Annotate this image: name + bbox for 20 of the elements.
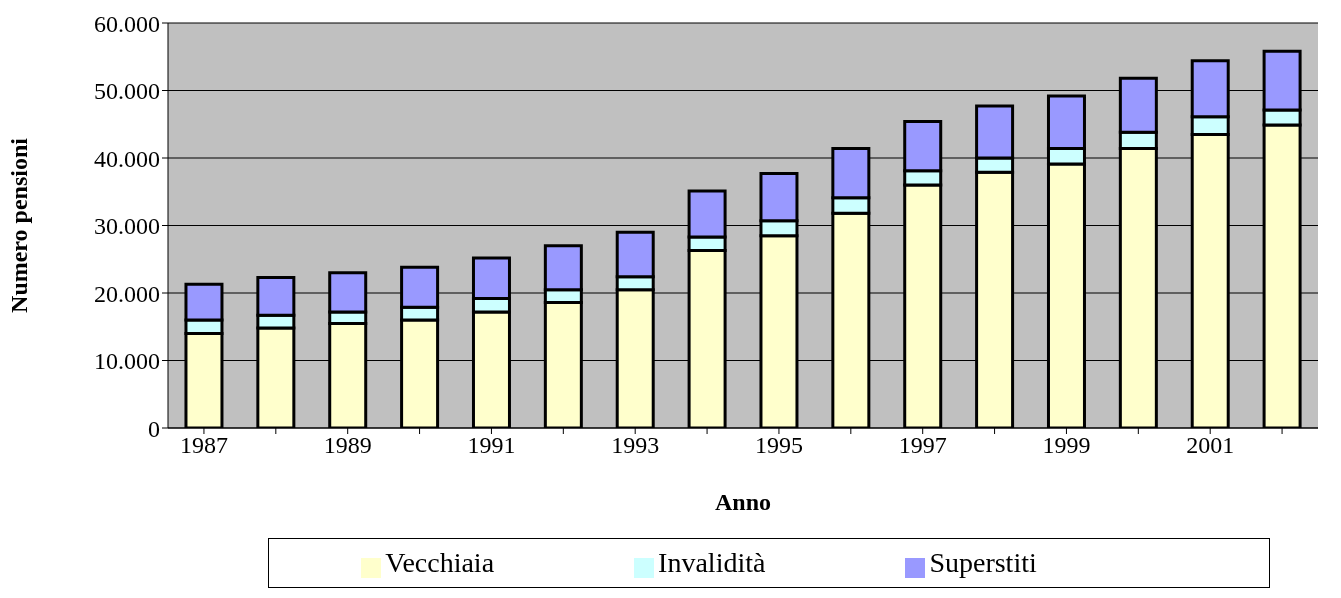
x-tick-label: 1993 (611, 432, 660, 459)
y-tick-label: 20.000 (94, 280, 160, 307)
y-tick-label: 60.000 (94, 10, 160, 37)
x-tick-label: 1987 (179, 432, 228, 459)
x-tick-label: 1991 (467, 432, 516, 459)
x-tick-label: 1997 (898, 432, 947, 459)
y-tick-label: 30.000 (94, 213, 160, 240)
x-axis-title: Anno (714, 489, 772, 515)
y-tick-label: 40.000 (94, 145, 160, 172)
y-tick-label: 50.000 (94, 78, 160, 105)
x-tick-label: 2001 (1186, 432, 1235, 459)
legend-label: Invalidità (658, 547, 766, 578)
x-tick-label: 1995 (754, 432, 803, 459)
y-axis-title: Numero pensioni (5, 137, 32, 313)
y-tick-label: 10.000 (94, 348, 160, 375)
x-tick-label: 1999 (1042, 432, 1091, 459)
legend-label: Vecchiaia (385, 547, 495, 578)
legend-label: Superstiti (929, 547, 1037, 578)
y-tick-label: 0 (148, 415, 160, 442)
x-tick-label: 1989 (323, 432, 372, 459)
